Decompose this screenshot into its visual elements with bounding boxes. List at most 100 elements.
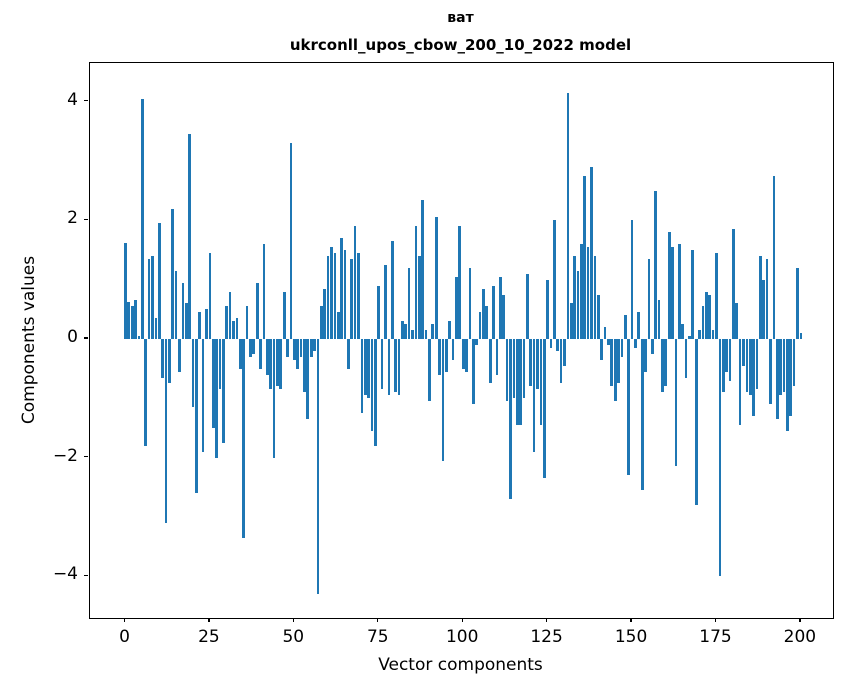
bar bbox=[502, 294, 506, 340]
bar bbox=[421, 199, 424, 339]
bar bbox=[296, 339, 300, 369]
bar bbox=[738, 339, 742, 425]
bar bbox=[799, 333, 803, 339]
x-tick-mark bbox=[714, 618, 717, 622]
bar bbox=[424, 330, 428, 339]
bar bbox=[191, 339, 195, 408]
bar bbox=[265, 339, 269, 375]
bar bbox=[269, 339, 273, 390]
bar bbox=[330, 247, 333, 340]
bar bbox=[124, 242, 127, 339]
bar bbox=[644, 339, 647, 372]
bar bbox=[458, 226, 462, 340]
bar bbox=[357, 253, 360, 339]
bar bbox=[417, 256, 421, 339]
bar bbox=[245, 306, 249, 340]
bar bbox=[211, 339, 215, 428]
bar bbox=[414, 226, 418, 340]
bar bbox=[316, 339, 320, 594]
bar bbox=[259, 339, 262, 369]
x-tick-label: 200 bbox=[783, 627, 817, 647]
bar bbox=[323, 288, 327, 339]
chart-subtitle: ukrconll_upos_cbow_200_10_2022 model bbox=[289, 36, 632, 54]
bar bbox=[688, 336, 691, 339]
bar bbox=[455, 276, 458, 339]
bar bbox=[762, 279, 766, 339]
bar bbox=[222, 339, 225, 443]
bar bbox=[161, 339, 164, 378]
bar bbox=[286, 339, 289, 357]
bar bbox=[779, 339, 782, 396]
bar bbox=[549, 339, 553, 348]
bar bbox=[292, 339, 296, 360]
bar bbox=[728, 339, 732, 381]
bar bbox=[168, 339, 171, 384]
bar bbox=[289, 143, 293, 339]
bar bbox=[789, 339, 793, 417]
bar bbox=[748, 339, 752, 396]
bar bbox=[478, 312, 482, 339]
bar bbox=[225, 306, 229, 340]
bar bbox=[559, 339, 563, 384]
bar bbox=[215, 339, 218, 458]
bar bbox=[775, 339, 779, 420]
plot-area bbox=[89, 62, 834, 619]
chart-title: ват bbox=[447, 10, 474, 26]
bar bbox=[519, 339, 522, 425]
bar bbox=[630, 220, 634, 339]
bar bbox=[144, 339, 148, 446]
bar bbox=[654, 190, 658, 339]
bar bbox=[178, 339, 181, 372]
bar bbox=[596, 294, 600, 340]
x-tick-label: 150 bbox=[614, 627, 648, 647]
bar bbox=[174, 270, 178, 340]
bar bbox=[272, 339, 276, 458]
bar bbox=[674, 339, 678, 467]
bar bbox=[600, 339, 603, 360]
bar bbox=[586, 247, 590, 340]
bar bbox=[505, 339, 509, 402]
x-axis-label: Vector components bbox=[378, 655, 543, 675]
bar bbox=[238, 339, 242, 369]
bar bbox=[796, 267, 799, 339]
bar bbox=[465, 339, 468, 372]
bar bbox=[708, 294, 712, 340]
bar bbox=[623, 315, 627, 340]
bar bbox=[661, 339, 664, 393]
bar bbox=[434, 217, 438, 339]
bar bbox=[350, 258, 354, 340]
bar bbox=[701, 306, 705, 340]
bar bbox=[428, 339, 431, 402]
x-tick-mark bbox=[630, 618, 632, 622]
x-tick-label: 125 bbox=[530, 627, 563, 647]
bar bbox=[367, 339, 370, 399]
bar bbox=[282, 291, 286, 340]
bar bbox=[242, 339, 245, 538]
y-tick-mark bbox=[84, 218, 88, 221]
bar bbox=[718, 339, 722, 577]
bar bbox=[522, 339, 526, 399]
bar bbox=[640, 339, 644, 491]
bar bbox=[732, 229, 735, 339]
bar bbox=[127, 302, 131, 339]
bar bbox=[397, 339, 401, 396]
bar bbox=[195, 339, 198, 494]
bar bbox=[694, 339, 698, 506]
x-tick-mark bbox=[377, 618, 379, 622]
bar bbox=[319, 306, 323, 340]
bar bbox=[451, 339, 455, 360]
bar bbox=[188, 134, 191, 339]
bar bbox=[509, 339, 512, 500]
bar bbox=[235, 318, 239, 339]
bar bbox=[482, 288, 485, 339]
bar bbox=[769, 339, 772, 405]
bar bbox=[721, 339, 725, 393]
bar bbox=[208, 253, 212, 339]
bar bbox=[262, 244, 266, 339]
bar bbox=[677, 244, 681, 339]
bar bbox=[205, 309, 208, 339]
y-tick-label: 0 bbox=[67, 327, 78, 347]
x-tick-label: 0 bbox=[119, 627, 130, 647]
bar bbox=[553, 220, 556, 339]
bar bbox=[384, 264, 387, 339]
